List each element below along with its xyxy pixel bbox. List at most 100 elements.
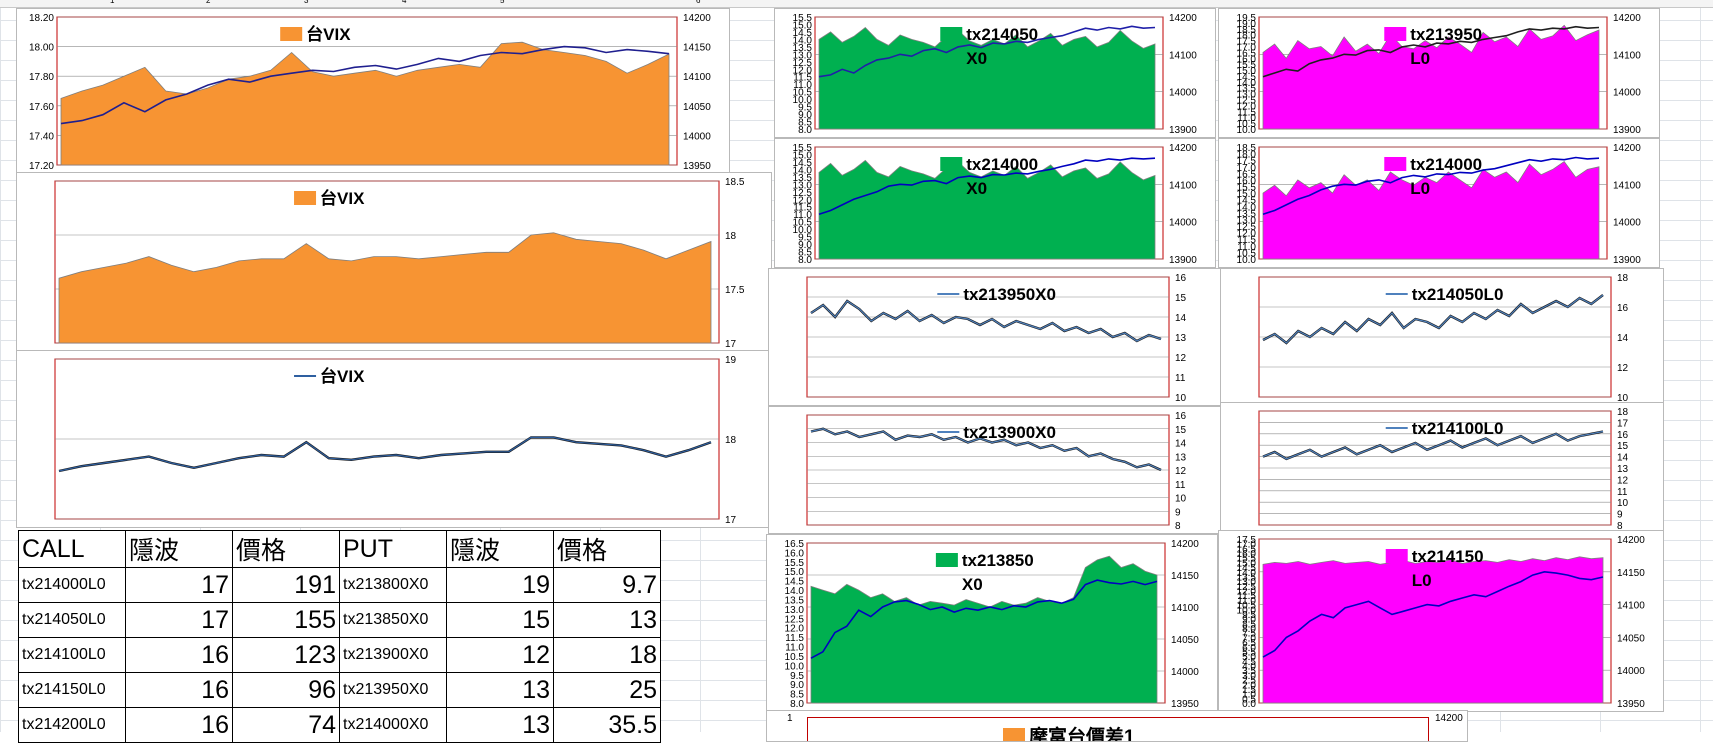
area-series — [818, 159, 1156, 260]
column-marker: 1 — [110, 0, 115, 5]
left-tick-label: 10.5 — [1237, 601, 1257, 612]
chart-panel[interactable]: 13950 14000 14050 14100 14150 14200 17.20 17.40… — [16, 8, 730, 174]
bottom-chart-panel[interactable]: 1 摩富台價差1 14200 — [766, 710, 1468, 742]
table-cell: 19 — [446, 567, 554, 603]
right-tick-label: 12 — [1617, 363, 1629, 374]
left-tick-label: 10.0 — [793, 225, 813, 236]
table-cell: 17 — [125, 602, 233, 638]
left-tick-label: 15.5 — [1237, 183, 1257, 194]
left-tick-label: 12.0 — [1237, 101, 1257, 112]
table-row: tx214150L0 16 96 tx213950X0 13 25 — [18, 672, 661, 708]
left-tick-label: 11.0 — [1237, 242, 1256, 253]
left-tick-label: 4.5 — [1242, 657, 1256, 668]
right-tick-label: 16 — [1617, 430, 1629, 441]
chart-svg: 16 15 14 13 12 11 10 tx213950X0 — [806, 273, 1187, 404]
chart-panel[interactable]: 13950 14000 14050 14100 14150 14200 17.5 17.0 16… — [1218, 530, 1664, 712]
table-header-row: CALL 隱波 價格 PUT 隱波 價格 — [18, 530, 661, 568]
table-cell: tx213900X0 — [339, 637, 447, 673]
table-cell: 35.5 — [553, 707, 661, 743]
legend-label: X0 — [962, 575, 983, 594]
left-tick-label: 9.5 — [798, 233, 812, 244]
right-tick-label: 14100 — [1171, 603, 1199, 614]
table-row: tx214100L0 16 123 tx213900X0 12 18 — [18, 637, 661, 673]
left-tick-label: 16.5 — [1237, 169, 1257, 180]
chart-svg: 13950 14000 14050 14100 14150 14200 17.517.016… — [1237, 535, 1646, 710]
legend-swatch — [935, 553, 958, 567]
right-tick-label: 13900 — [1613, 255, 1641, 266]
left-tick-label: 5.5 — [1242, 647, 1256, 658]
right-tick-label: 11 — [1175, 373, 1186, 384]
left-tick-label: 0.5 — [1242, 694, 1256, 705]
right-tick-label: 14000 — [1613, 218, 1641, 229]
right-tick-label: 9 — [1617, 510, 1623, 521]
chart-panel[interactable]: 13900 14000 14100 14200 15.5 15.0 14.5 14.0 13.5… — [774, 138, 1216, 268]
left-tick-label: 13.5 — [793, 43, 813, 54]
right-tick-label: 14200 — [683, 13, 711, 24]
left-tick-label: 15.5 — [793, 143, 813, 154]
right-tick-label: 14100 — [1613, 180, 1641, 191]
right-tick-label: 15 — [1175, 293, 1187, 304]
right-tick-label: 17.5 — [725, 285, 745, 296]
bottom-chart-right-tick: 14200 — [1435, 713, 1463, 724]
right-tick-label: 14050 — [1617, 633, 1645, 644]
left-tick-label: 13.5 — [1237, 209, 1257, 220]
table-cell: 12 — [446, 637, 554, 673]
line-series — [810, 579, 1158, 659]
right-tick-label: 13900 — [1169, 255, 1197, 266]
left-tick-label: 15.5 — [1237, 554, 1257, 565]
header-put: PUT — [339, 530, 447, 568]
column-marker: 2 — [206, 0, 211, 5]
left-tick-label: 17.5 — [1237, 37, 1257, 48]
left-tick-label: 9.5 — [790, 671, 804, 682]
right-tick-label: 13950 — [1617, 699, 1645, 710]
legend-swatch — [294, 191, 317, 205]
left-tick-label: 11.0 — [785, 643, 804, 654]
chart-svg: 18 16 14 12 10 tx214050L0 — [1258, 273, 1629, 404]
right-tick-label: 14100 — [1169, 50, 1197, 61]
chart-panel[interactable]: 13900 14000 14100 14200 15.5 15.0 14.5 14.0 13.5… — [774, 8, 1216, 138]
legend-label: X0 — [966, 179, 987, 198]
left-tick-label: 11.0 — [793, 80, 812, 91]
chart-panel[interactable]: 17 18 19 台VIX — [16, 350, 772, 528]
legend-label: 台VIX — [306, 24, 351, 44]
left-tick-label: 12.5 — [1237, 582, 1257, 593]
left-tick-label: 10.5 — [793, 88, 813, 99]
chart-panel[interactable]: 18 17 16 15 14 13 12 11 10 9 8 tx214100L0 — [1220, 402, 1664, 534]
left-tick-label: 14.0 — [793, 165, 813, 176]
left-tick-label: 3.0 — [1242, 671, 1256, 682]
left-tick-label: 16.0 — [1237, 54, 1257, 65]
legend-label: tx214000 — [1410, 155, 1482, 174]
table-cell: 15 — [446, 602, 554, 638]
legend-label: tx214150 — [1412, 547, 1484, 566]
right-tick-label: 14000 — [1617, 666, 1645, 677]
left-tick-label: 15.0 — [785, 567, 805, 578]
chart-panel[interactable]: 17 17.5 18 18.5 台VIX — [16, 172, 772, 352]
chart-panel[interactable]: 18 16 14 12 10 tx214050L0 — [1220, 268, 1664, 406]
chart-panel[interactable]: 13950 14000 14050 14100 14150 14200 16.5 16.0 15… — [766, 534, 1218, 712]
right-tick-label: 14100 — [1617, 601, 1645, 612]
left-tick-label: 12.5 — [793, 58, 813, 69]
left-tick-label: 15.0 — [793, 20, 813, 31]
left-tick-label: 8.5 — [798, 118, 812, 129]
table-cell: tx213950X0 — [339, 672, 447, 708]
right-tick-label: 18 — [1617, 407, 1629, 418]
left-tick-label: 17.0 — [1237, 42, 1257, 53]
right-tick-label: 14 — [1617, 333, 1629, 344]
legend-label: 台VIX — [320, 366, 365, 386]
chart-panel[interactable]: 16 15 14 13 12 11 10 tx213950X0 — [768, 268, 1222, 406]
left-tick-label: 16.0 — [1237, 549, 1257, 560]
chart-panel[interactable]: 13900 14000 14100 14200 18.5 18.0 17.5 17.0 16.5… — [1218, 138, 1660, 268]
left-tick-label: 17.5 — [1237, 535, 1257, 546]
left-tick-label: 14.5 — [793, 28, 813, 39]
left-tick-label: 10.0 — [1237, 255, 1257, 266]
right-tick-label: 14100 — [1169, 180, 1197, 191]
table-cell: tx214050L0 — [18, 602, 126, 638]
right-tick-label: 14200 — [1613, 143, 1641, 154]
legend-label: 台VIX — [320, 188, 365, 208]
chart-svg: 13900 14000 14100 14200 15.515.014.514.013.5… — [793, 13, 1198, 136]
chart-panel[interactable]: 16 15 14 13 12 11 10 9 8 tx213900X0 — [768, 406, 1222, 534]
left-tick-label: 15.0 — [1237, 66, 1257, 77]
table-cell: tx214200L0 — [18, 707, 126, 743]
left-tick-label: 12.0 — [1237, 587, 1257, 598]
chart-panel[interactable]: 13900 14000 14100 14200 19.5 19.0 18.5 18.0 17.5… — [1218, 8, 1660, 138]
